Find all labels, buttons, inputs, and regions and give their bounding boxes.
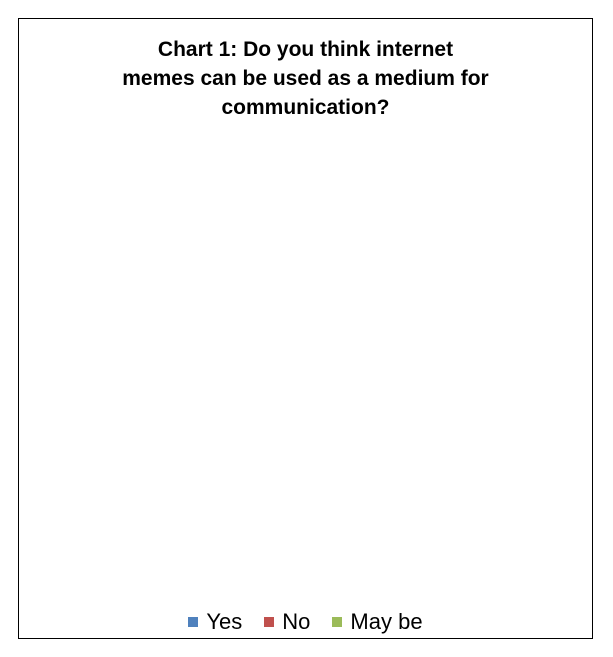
legend-label-maybe: May be — [350, 609, 423, 634]
legend-label-yes: Yes — [206, 609, 243, 634]
chart-title-line-2: memes can be used as a medium for — [122, 67, 489, 90]
chart-legend: Yes No May be — [19, 609, 592, 635]
chart-title-line-3: communication? — [221, 96, 390, 119]
legend-item-no: No — [264, 609, 310, 635]
legend-swatch-no — [264, 617, 275, 627]
chart-title: Chart 1: Do you think internet memes can… — [19, 35, 592, 122]
chart-frame: Chart 1: Do you think internet memes can… — [18, 18, 593, 639]
chart-title-line-1: Chart 1: Do you think internet — [157, 38, 454, 61]
legend-label-no: No — [282, 609, 311, 634]
legend-item-yes: Yes — [188, 609, 242, 635]
legend-swatch-maybe — [332, 617, 343, 627]
legend-item-maybe: May be — [332, 609, 423, 635]
legend-swatch-yes — [188, 617, 199, 627]
